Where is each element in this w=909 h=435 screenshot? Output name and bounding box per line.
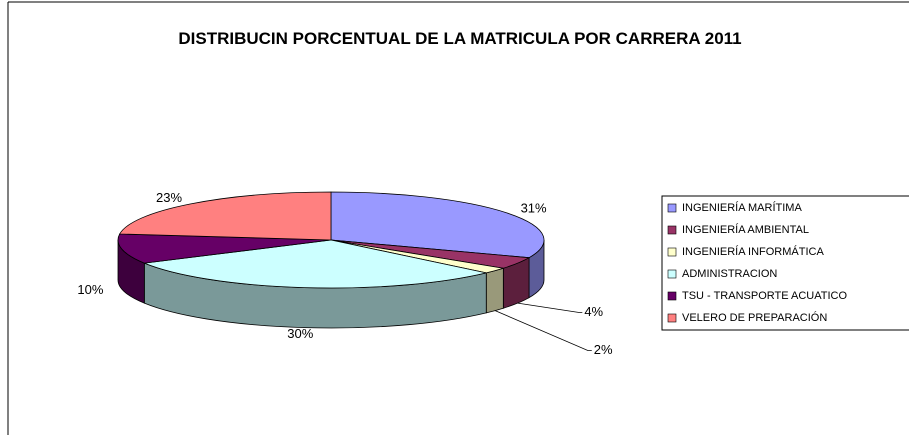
legend-swatch <box>667 269 677 279</box>
legend-swatch <box>667 203 677 213</box>
legend-swatch <box>667 247 677 257</box>
slice <box>117 233 332 264</box>
slice-side <box>485 267 504 314</box>
data-label: 30% <box>287 326 313 341</box>
slice <box>142 239 487 289</box>
leader-line <box>517 302 583 313</box>
data-label: 31% <box>521 200 547 215</box>
legend-swatch <box>667 291 677 301</box>
legend-label: ADMINISTRACION <box>682 268 777 280</box>
legend-label: VELERO DE PREPARACIÓN <box>682 311 827 324</box>
chart-title: DISTRIBUCIN PORCENTUAL DE LA MATRICULA P… <box>178 29 742 48</box>
slice <box>330 191 545 259</box>
data-label: 2% <box>594 342 613 357</box>
legend-label: INGENIERÍA MARÍTIMA <box>682 201 802 214</box>
leader-line <box>494 310 592 351</box>
legend-label: INGENIERÍA INFORMÁTICA <box>682 245 824 258</box>
data-label: 4% <box>584 304 603 319</box>
data-label: 10% <box>77 282 103 297</box>
data-label: 23% <box>156 190 182 205</box>
legend-swatch <box>667 313 677 323</box>
legend-label: TSU - TRANSPORTE ACUATICO <box>682 290 847 302</box>
legend-box <box>661 195 909 331</box>
legend-label: INGENIERÍA AMBIENTAL <box>682 223 809 236</box>
legend-swatch <box>667 225 677 235</box>
slice <box>119 191 332 241</box>
